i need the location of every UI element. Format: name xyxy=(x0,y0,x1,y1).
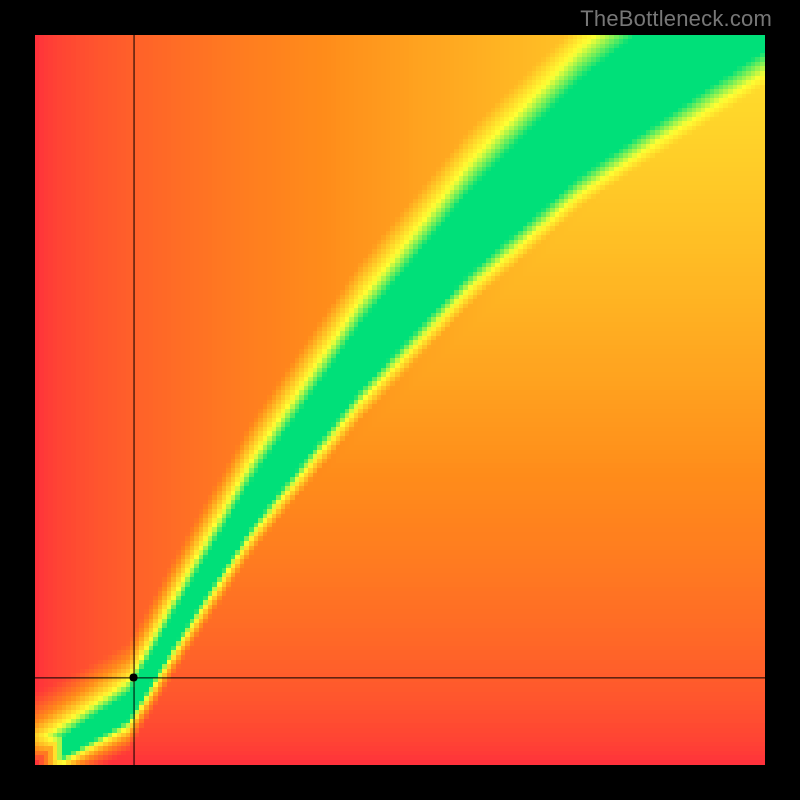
bottleneck-heatmap-canvas xyxy=(35,35,765,765)
watermark-text: TheBottleneck.com xyxy=(580,6,772,32)
bottleneck-heatmap-container xyxy=(35,35,765,765)
